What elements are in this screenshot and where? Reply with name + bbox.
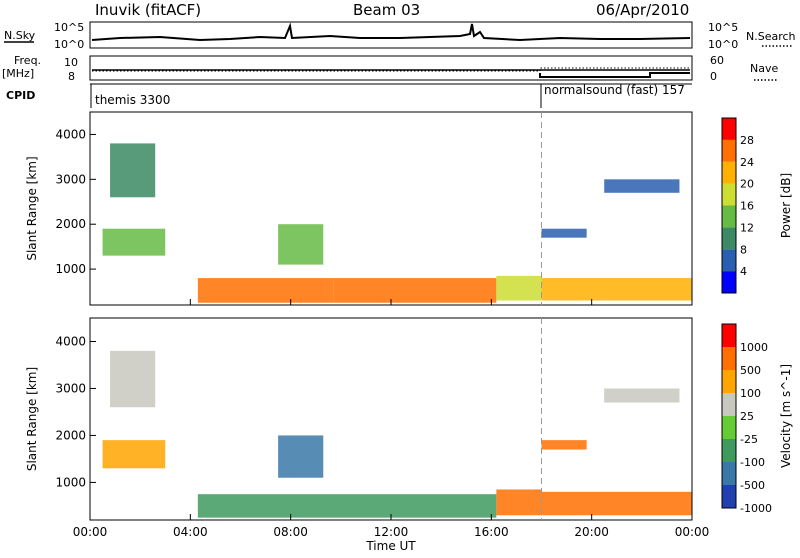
velocity-colorbar-tick: 25 xyxy=(740,410,754,423)
velocity-colorbar-tick: -25 xyxy=(740,433,758,446)
velocity-colorbar-label: Velocity [m s^-1] xyxy=(779,364,793,468)
power-y-axis-label: Slant Range [km] xyxy=(25,156,39,260)
power-colorbar-swatch xyxy=(722,161,736,184)
freq-label-unit: [MHz] xyxy=(2,67,34,80)
nsky-right-tick-bottom: 10^0 xyxy=(708,38,738,51)
power-chart: 1000 2000 3000 4000 Slant Range [km] 4 8 12 16 20… xyxy=(25,111,793,306)
velocity-data-region xyxy=(496,489,542,516)
velocity-colorbar-swatch xyxy=(722,370,736,393)
nsky-panel-frame xyxy=(89,21,693,49)
velocity-x-tick-label: 08:00 xyxy=(273,525,308,539)
power-colorbar-tick: 16 xyxy=(740,200,754,213)
power-colorbar-tick: 24 xyxy=(740,156,754,169)
power-colorbar-swatch xyxy=(722,183,736,206)
power-data-region xyxy=(541,228,587,238)
velocity-data-region xyxy=(278,435,324,478)
freq-left-tick-bottom: 8 xyxy=(68,70,75,83)
beam-title: Beam 03 xyxy=(353,1,420,19)
velocity-colorbar-tick: -500 xyxy=(740,479,765,492)
power-y-tick-label: 2000 xyxy=(55,217,86,231)
cpid-label: CPID xyxy=(6,89,35,102)
power-data-region xyxy=(278,224,324,265)
nsky-left-tick-top: 10^5 xyxy=(54,21,84,34)
power-colorbar-swatch xyxy=(722,249,736,272)
station-title: Inuvik (fitACF) xyxy=(95,1,201,19)
velocity-y-axis-label: Slant Range [km] xyxy=(25,367,39,471)
freq-panel-frame xyxy=(89,55,693,81)
velocity-colorbar-tick: -100 xyxy=(740,456,765,469)
nsky-trace xyxy=(91,22,691,42)
velocity-colorbar-frame xyxy=(721,323,737,509)
velocity-data-region xyxy=(197,494,497,518)
power-colorbar-tick: 4 xyxy=(740,265,747,278)
velocity-x-tick-label: 12:00 xyxy=(374,525,409,539)
power-data-region xyxy=(333,278,497,303)
nsky-left-tick-bottom: 10^0 xyxy=(54,38,84,51)
velocity-x-tick-label: 16:00 xyxy=(474,525,509,539)
velocity-y-tick-label: 2000 xyxy=(55,428,86,442)
nave-label: Nave xyxy=(750,62,778,75)
velocity-colorbar-swatch xyxy=(722,462,736,485)
velocity-x-axis-label: Time UT xyxy=(365,539,416,553)
velocity-colorbar-swatch xyxy=(722,416,736,439)
velocity-x-tick-label: 00:00 xyxy=(73,525,108,539)
nave-trace-low xyxy=(539,72,690,78)
power-data-region xyxy=(496,275,542,301)
cpid-program-1: themis 3300 xyxy=(95,93,170,107)
velocity-colorbar-tick: 500 xyxy=(740,364,761,377)
power-colorbar-swatch xyxy=(722,205,736,228)
power-y-tick-label: 3000 xyxy=(55,172,86,186)
velocity-colorbar-swatch xyxy=(722,347,736,370)
power-colorbar-tick: 20 xyxy=(740,178,754,191)
date-title: 06/Apr/2010 xyxy=(596,1,689,19)
velocity-colorbar-swatch xyxy=(722,324,736,347)
velocity-colorbar-swatch xyxy=(722,485,736,508)
power-frame xyxy=(89,111,693,306)
power-data-region xyxy=(110,143,156,198)
power-colorbar-tick: 8 xyxy=(740,243,747,256)
nsky-right-label: N.Search xyxy=(746,30,796,43)
power-colorbar-swatch xyxy=(722,139,736,162)
velocity-y-tick-label: 3000 xyxy=(55,381,86,395)
velocity-frame xyxy=(89,317,693,521)
velocity-x-tick-label: 04:00 xyxy=(173,525,208,539)
power-y-tick-label: 4000 xyxy=(55,127,86,141)
velocity-colorbar-swatch xyxy=(722,393,736,416)
cpid-program-2: normalsound (fast) 157 xyxy=(544,83,685,97)
velocity-colorbar-tick: -1000 xyxy=(740,502,772,515)
power-data-region xyxy=(604,179,680,193)
power-y-tick-label: 1000 xyxy=(55,262,86,276)
power-colorbar-swatch xyxy=(722,271,736,293)
velocity-data-region xyxy=(110,350,156,408)
freq-right-tick-top: 60 xyxy=(710,54,724,67)
freq-right-tick-bottom: 0 xyxy=(710,70,717,83)
power-colorbar-swatch xyxy=(722,227,736,250)
power-data-region xyxy=(197,278,334,303)
power-colorbar-label: Power [dB] xyxy=(779,173,793,238)
power-data-region xyxy=(541,278,692,301)
velocity-data-region xyxy=(604,388,680,403)
velocity-data-region xyxy=(541,440,587,450)
velocity-colorbar-tick: 1000 xyxy=(740,341,768,354)
velocity-chart: 1000 2000 3000 4000 00:00 04:00 08:00 12:00 16:0… xyxy=(25,317,793,553)
power-data-region xyxy=(102,228,166,256)
power-colorbar-tick: 12 xyxy=(740,221,754,234)
velocity-data-region xyxy=(102,440,166,469)
velocity-y-tick-label: 1000 xyxy=(55,475,86,489)
velocity-colorbar-tick: 100 xyxy=(740,387,761,400)
power-colorbar-swatch xyxy=(722,118,736,140)
freq-label-top: Freq. xyxy=(14,54,41,67)
nave-trace xyxy=(92,67,690,72)
velocity-x-tick-label: 20:00 xyxy=(574,525,609,539)
freq-left-tick-top: 10 xyxy=(64,56,78,69)
velocity-colorbar-swatch xyxy=(722,439,736,462)
nsky-left-label: N.Sky xyxy=(4,29,36,42)
velocity-data-region xyxy=(541,491,692,516)
power-colorbar-frame xyxy=(721,117,737,294)
velocity-y-tick-label: 4000 xyxy=(55,334,86,348)
velocity-x-tick-label: 00:00 xyxy=(675,525,710,539)
power-colorbar-tick: 28 xyxy=(740,134,754,147)
nsky-right-tick-top: 10^5 xyxy=(708,21,738,34)
